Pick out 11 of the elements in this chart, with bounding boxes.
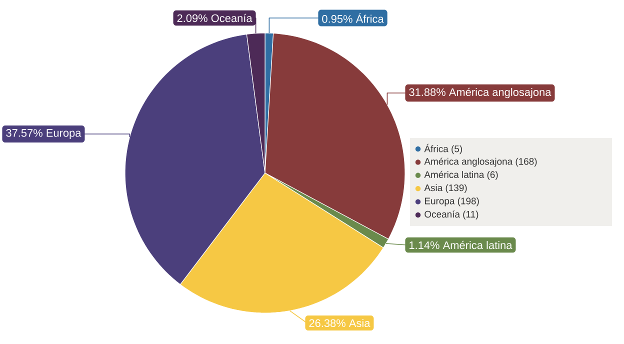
data-label: 2.09% Oceanía [177, 14, 252, 22]
legend-label: América latina (6) [424, 170, 498, 180]
legend-label: Oceanía (11) [424, 210, 478, 220]
data-label: 31.88% América anglosajona [409, 88, 552, 98]
data-label: 26.38% Asia [309, 318, 370, 328]
legend-label: Europa (198) [424, 197, 479, 206]
data-label: 0.95% África [322, 13, 384, 23]
legend-label: Asia (139) [424, 184, 467, 193]
legend-label: América anglosajona (168) [424, 158, 537, 167]
data-label: 1.14% América latina [410, 240, 512, 250]
legend-label: África (5) [424, 144, 462, 154]
